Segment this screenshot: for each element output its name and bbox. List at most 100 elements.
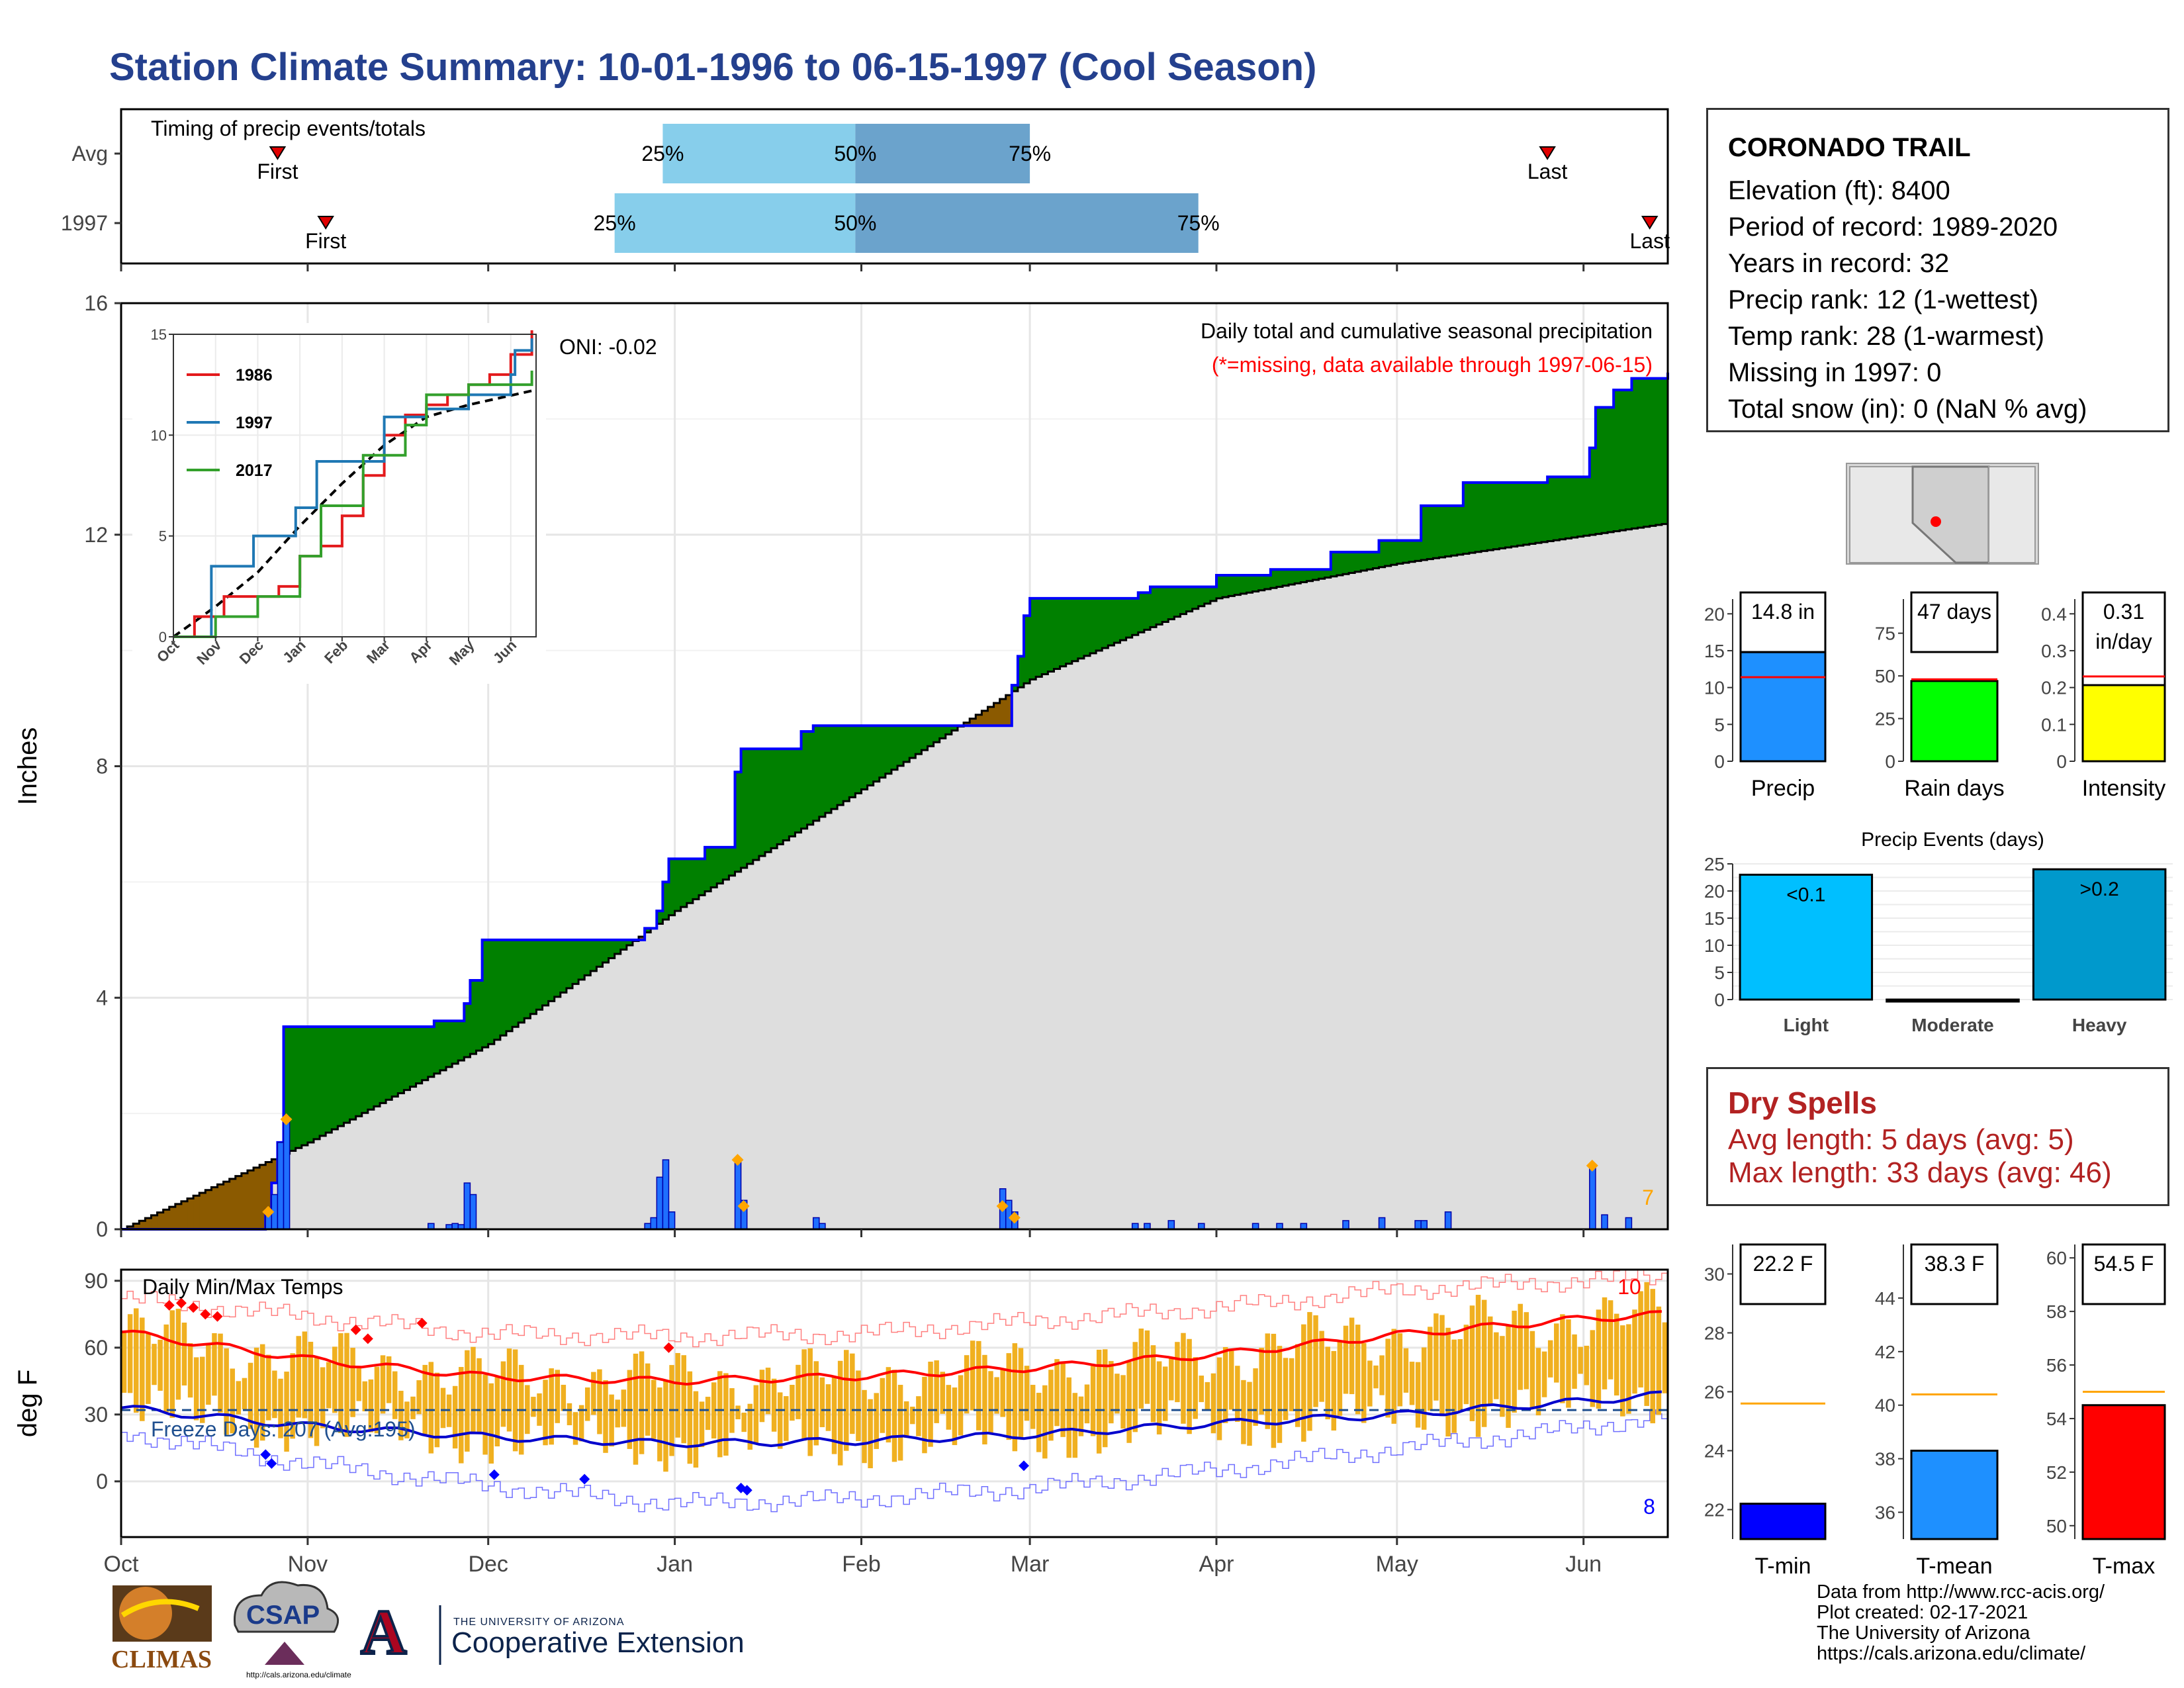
precip-above-avg-fill (1066, 598, 1073, 664)
temp-min-summary-value-bar (1739, 1503, 1827, 1540)
events-y-tick-label: 20 (1704, 881, 1725, 902)
precip-base-fill (921, 750, 929, 1229)
temp-daily-bar (1638, 1291, 1643, 1387)
temp-daily-bar (952, 1387, 958, 1446)
station-name: CORONADO TRAIL (1728, 133, 1971, 162)
temp-mean-summary-value-text: 38.3 F (1925, 1252, 1985, 1276)
temp-record-low-marker (1019, 1460, 1030, 1472)
inset-y-tick-label: 15 (151, 326, 167, 343)
precip-base-fill (1114, 643, 1121, 1229)
precip-base-fill (1264, 588, 1271, 1229)
temp-daily-bar (133, 1308, 139, 1413)
temp-x-tick-label: Apr (1199, 1552, 1234, 1577)
temp-min-summary-y-tick-label: 22 (1704, 1500, 1725, 1521)
precip-base-fill (1415, 561, 1422, 1229)
precip-base-fill (1198, 606, 1205, 1229)
precip-base-fill (674, 911, 682, 1229)
temp-daily-bar (946, 1385, 952, 1430)
temp-min-summary-y-tick-label: 30 (1704, 1264, 1725, 1285)
precip-base-fill (662, 919, 670, 1229)
precip-base-fill (801, 828, 808, 1229)
precip-base-fill (416, 1083, 423, 1229)
precip-above-avg-fill (711, 847, 717, 888)
precip-base-fill (645, 932, 651, 1229)
temp-mean-summary-y-tick-label: 42 (1875, 1342, 1895, 1362)
temp-daily-bar (651, 1380, 657, 1439)
precip-above-avg-fill (349, 1026, 357, 1120)
precip-above-avg-fill (301, 1026, 308, 1146)
precip-above-avg-fill (873, 726, 880, 782)
precip-base-fill (951, 730, 958, 1229)
temp-daily-bar (922, 1376, 927, 1454)
temp-max-summary-y-tick-label: 50 (2046, 1516, 2067, 1536)
precip-above-avg-fill (1583, 477, 1590, 536)
climas-logo-text: CLIMAS (111, 1646, 212, 1673)
precip-below-avg-fill (235, 1176, 242, 1229)
temp-daily-bar (771, 1378, 777, 1432)
precip-record-count: 7 (1642, 1186, 1654, 1209)
daily-precip-bar (1167, 1220, 1175, 1230)
precip-above-avg-fill (1295, 569, 1301, 584)
temp-daily-bar (236, 1381, 242, 1415)
temp-daily-bar (206, 1344, 211, 1405)
temp-daily-bar (1144, 1330, 1150, 1404)
precip-above-avg-fill (1132, 598, 1139, 635)
precip-above-avg-fill (410, 1026, 417, 1087)
temp-daily-bar (1066, 1377, 1071, 1458)
precip-below-avg-fill (151, 1215, 158, 1229)
precip-base-fill (458, 1060, 465, 1229)
precip-base-fill (1571, 538, 1578, 1230)
precip-below-avg-fill (247, 1170, 254, 1229)
precip-above-avg-fill (717, 847, 723, 884)
precip-below-avg-fill (259, 1164, 266, 1229)
precip-above-avg-fill (758, 749, 766, 857)
precip-total-value-text: 14.8 in (1751, 600, 1815, 624)
precip-above-avg-fill (1258, 575, 1265, 590)
precip-base-fill (795, 832, 802, 1229)
precip-above-avg-fill (1108, 598, 1115, 646)
temp-daily-bar (897, 1385, 903, 1461)
precip-above-avg-fill (1192, 586, 1199, 609)
temp-daily-bar (1301, 1324, 1306, 1442)
precip-base-fill (1240, 593, 1248, 1229)
precip-base-fill (964, 726, 970, 1229)
precip-above-avg-fill (1162, 586, 1169, 622)
precip-above-avg-fill (1608, 407, 1614, 532)
precip-base-fill (657, 923, 664, 1229)
precip-above-avg-fill (1222, 575, 1229, 598)
precip-base-fill (1427, 559, 1433, 1229)
temp-daily-bar (910, 1406, 915, 1425)
precip-base-fill (957, 726, 964, 1229)
precip-base-fill (1469, 553, 1476, 1229)
temp-daily-bar (350, 1348, 355, 1417)
dry-spells-box: Dry Spells Avg length: 5 days (avg: 5) M… (1706, 1067, 2169, 1206)
precip-below-avg-fill (993, 702, 1001, 726)
temp-daily-bar (1030, 1385, 1036, 1429)
temp-daily-bar (1428, 1327, 1433, 1411)
temp-daily-bar (549, 1368, 554, 1445)
temp-daily-bar (1415, 1362, 1421, 1428)
precip-above-avg-fill (1571, 477, 1578, 538)
precip-y-axis-label: Inches (13, 727, 42, 806)
daily-precip-bar (1342, 1220, 1349, 1230)
credit-line: Plot created: 02-17-2021 (1817, 1602, 2028, 1623)
inset-legend-label: 1986 (236, 366, 273, 385)
precip-base-fill (1295, 583, 1301, 1229)
precip-above-avg-fill (1030, 598, 1036, 680)
precip-above-avg-fill (1138, 592, 1145, 633)
temp-daily-bar (639, 1351, 645, 1454)
temp-daily-bar (1132, 1342, 1138, 1432)
precip-base-fill (301, 1145, 308, 1229)
precip-base-fill (1505, 547, 1512, 1229)
temp-daily-bar (1012, 1343, 1018, 1452)
daily-precip-bar (734, 1159, 742, 1230)
precip-base-fill (1036, 677, 1042, 1229)
rain-days-value-text: 47 days (1917, 600, 1991, 624)
temp-daily-bar (1560, 1314, 1565, 1403)
temp-daily-bar (880, 1378, 886, 1433)
precip-base-fill (705, 891, 711, 1229)
temp-daily-bar (940, 1372, 945, 1414)
precip-base-fill (1655, 524, 1662, 1229)
temp-x-tick-label: Mar (1011, 1552, 1050, 1577)
temp-daily-bar (1529, 1331, 1535, 1409)
